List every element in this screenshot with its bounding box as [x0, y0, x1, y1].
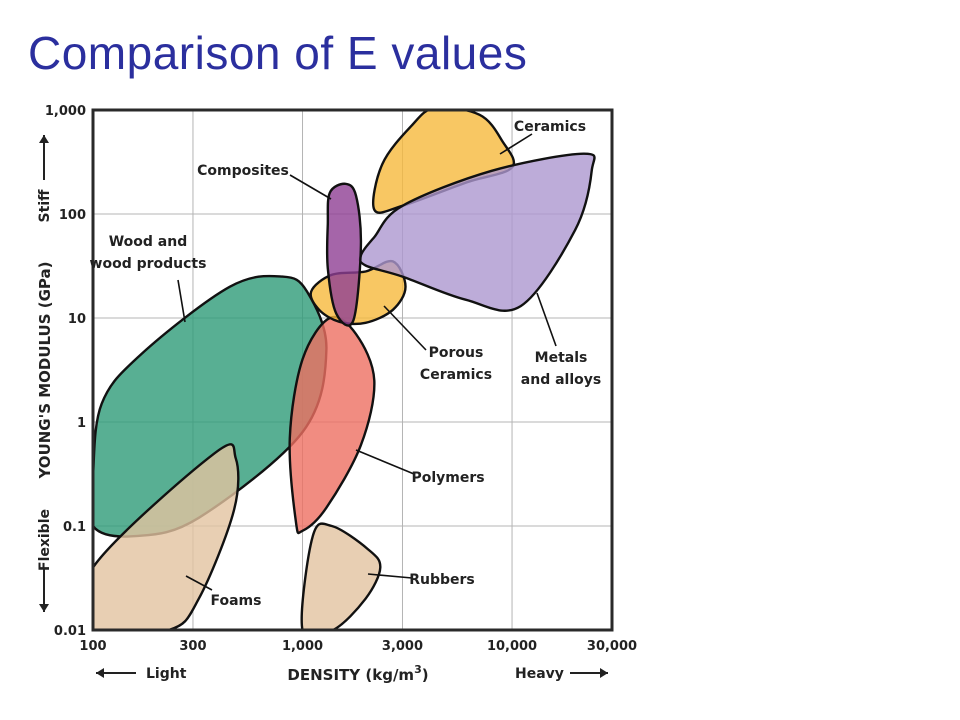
y-tick-label: 0.01	[54, 624, 86, 639]
region-label-line: and alloys	[521, 372, 601, 388]
region-rubbers	[300, 522, 382, 630]
region-layer	[93, 110, 596, 630]
y-tick-label: 10	[68, 312, 86, 327]
y-tick-label: 100	[59, 208, 86, 223]
region-label-line: Polymers	[411, 470, 484, 486]
region-metals	[358, 152, 596, 312]
leader-line	[355, 449, 415, 475]
region-label: Wood and wood products	[90, 234, 207, 272]
region-labels: Wood and wood products Foams Rubbers Polymer…	[90, 119, 602, 609]
tick-labels: 100 300 1,000 3,000 10,000 30,000 0.01 0.1 1 10 10…	[45, 104, 637, 654]
leader-line	[536, 292, 557, 347]
slide-title: Comparison of E values	[28, 27, 528, 79]
x-high-hint: Heavy	[515, 666, 564, 682]
x-axis-title-superscript: 3	[414, 663, 422, 676]
y-low-hint: Flexible	[37, 509, 53, 571]
region-label: Polymers	[411, 470, 484, 486]
down-arrowhead-icon	[39, 604, 49, 612]
y-high-hint: Stiff	[37, 189, 53, 223]
x-tick-label: 100	[79, 639, 106, 654]
region-label: Foams	[211, 593, 262, 609]
y-tick-label: 1,000	[45, 104, 86, 119]
leader-line	[383, 305, 427, 351]
region-label-line: Ceramics	[420, 367, 492, 383]
y-axis-title: YOUNG'S MODULUS (GPa)	[36, 261, 54, 479]
right-arrowhead-icon	[600, 668, 608, 678]
material-regions	[93, 110, 596, 630]
region-label: Rubbers	[409, 572, 475, 588]
x-tick-label: 1,000	[282, 639, 323, 654]
y-tick-label: 0.1	[63, 520, 86, 535]
region-composites	[325, 182, 363, 327]
plot-frame	[91, 108, 614, 632]
region-label-line: Porous	[429, 345, 484, 361]
up-arrowhead-icon	[39, 135, 49, 143]
region-label-line: Metals	[535, 350, 588, 366]
label-leader-lines	[177, 133, 557, 591]
region-label: Ceramics	[514, 119, 586, 135]
region-polymers	[288, 315, 376, 535]
leader-line	[177, 279, 186, 323]
x-axis-title: DENSITY (kg/m3)	[287, 663, 428, 684]
region-label-line: Foams	[211, 593, 262, 609]
region-label-line: wood products	[90, 256, 207, 272]
region-label-line: Rubbers	[409, 572, 475, 588]
region-label: Porous Ceramics	[420, 345, 492, 383]
x-tick-label: 300	[179, 639, 206, 654]
plot-border	[91, 108, 614, 632]
leader-line	[367, 573, 413, 579]
x-low-hint: Light	[146, 666, 187, 682]
y-tick-label: 1	[77, 416, 86, 431]
region-foams	[93, 443, 240, 630]
leader-line	[499, 133, 533, 155]
region-label-line: Composites	[197, 163, 289, 179]
leader-line	[289, 174, 332, 200]
x-axis-title-main: DENSITY (kg/m	[287, 666, 414, 684]
left-arrowhead-icon	[96, 668, 104, 678]
axis-titles: DENSITY (kg/m3) Light Heavy YOUNG'S MODULUS…	[36, 135, 608, 684]
region-label: Metals and alloys	[521, 350, 601, 388]
region-label: Composites	[197, 163, 289, 179]
region-label-line: Wood and	[109, 234, 188, 250]
region-label-line: Ceramics	[514, 119, 586, 135]
x-tick-label: 10,000	[487, 639, 537, 654]
leader-line	[185, 575, 213, 591]
x-tick-label: 30,000	[587, 639, 637, 654]
x-tick-label: 3,000	[382, 639, 423, 654]
x-axis-title-suffix: )	[422, 666, 429, 684]
